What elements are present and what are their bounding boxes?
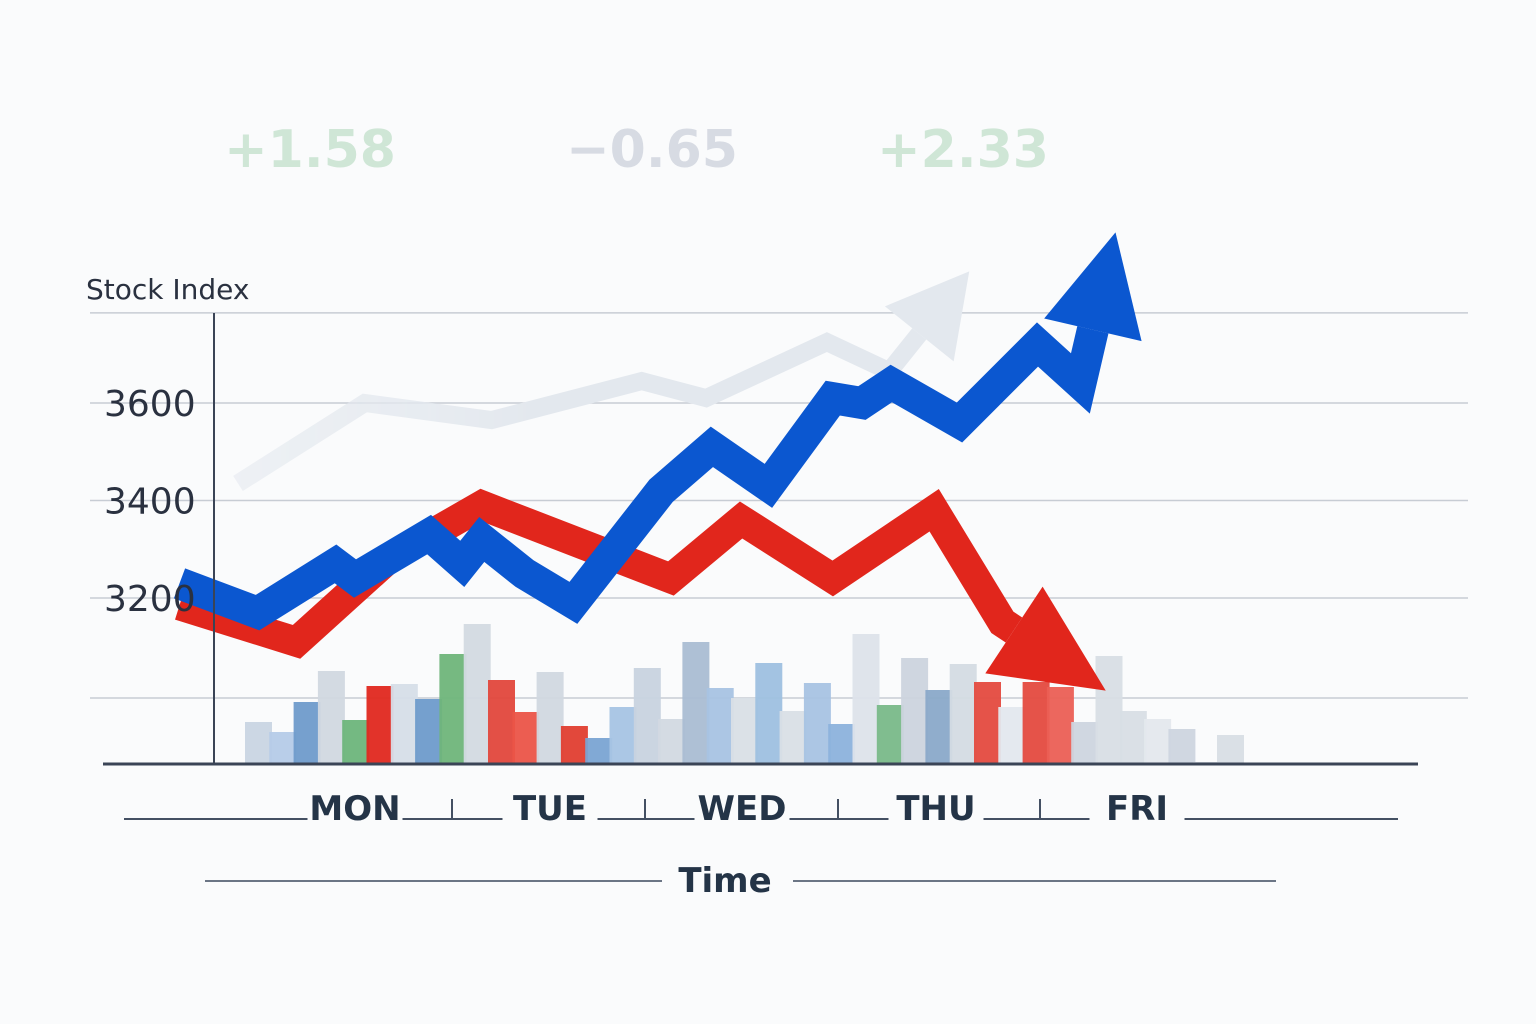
change-annotation: −0.65 — [566, 120, 738, 180]
volume-bar — [998, 707, 1026, 764]
y-tick-labels: 3200 3400 3600 — [104, 384, 196, 620]
volume-bar — [1022, 682, 1050, 764]
x-tick-separators — [451, 799, 1041, 819]
volume-bar — [560, 726, 588, 764]
volume-bar — [876, 705, 904, 764]
x-axis-title-band: Time — [205, 856, 1276, 902]
x-axis-band: MON TUE WED THU FRI — [124, 789, 1398, 834]
volume-bar — [366, 686, 394, 764]
volume-bar — [901, 658, 929, 764]
x-tick-label: TUE — [513, 789, 587, 829]
volume-bar — [536, 672, 564, 764]
volume-bar — [755, 663, 783, 764]
x-tick-backdrop — [694, 790, 790, 834]
volume-bar — [803, 683, 831, 764]
volume-bar — [706, 688, 734, 764]
x-tick-label: FRI — [1106, 789, 1168, 829]
x-tick-backdrop — [307, 790, 403, 834]
volume-bar — [1046, 687, 1074, 764]
volume-bar — [974, 682, 1001, 764]
x-tick-labels: MON TUE WED THU FRI — [307, 789, 1185, 834]
annotations: +1.58 −0.65 +2.33 — [224, 120, 1049, 180]
x-tick-backdrop — [1089, 790, 1185, 834]
volume-bar — [609, 707, 637, 764]
x-tick-label: MON — [309, 789, 400, 829]
y-axis-label: Stock Index — [86, 273, 249, 306]
volume-bar — [390, 684, 418, 764]
volume-bar — [342, 720, 370, 764]
volume-bar — [1095, 656, 1123, 764]
volume-bar — [852, 634, 880, 764]
volume-bar — [633, 668, 661, 764]
x-tick-backdrop — [502, 790, 598, 834]
x-title-backdrop — [664, 856, 790, 902]
axes — [103, 313, 1418, 766]
volume-bar — [779, 711, 807, 764]
volume-bar — [658, 719, 686, 764]
volume-bar — [1144, 719, 1172, 764]
volume-bar — [731, 698, 758, 764]
y-tick-label: 3200 — [104, 579, 196, 620]
y-tick-label: 3400 — [104, 482, 196, 523]
blue-series-arrowhead — [1044, 232, 1142, 342]
volume-bar — [463, 624, 491, 764]
x-tick-label: WED — [698, 789, 787, 829]
red-series-line — [175, 488, 1023, 659]
x-tick-backdrop — [888, 790, 984, 834]
volume-bar — [245, 722, 272, 764]
volume-bar — [585, 738, 613, 764]
volume-bar — [269, 732, 297, 764]
change-annotation: +1.58 — [224, 120, 396, 180]
red-series-arrowhead — [985, 586, 1106, 691]
ghost-series-arrowhead — [884, 271, 970, 362]
volume-bar — [925, 690, 953, 764]
volume-bar — [949, 664, 977, 764]
volume-bar — [439, 654, 467, 764]
ghost-series-line — [233, 328, 927, 492]
x-axis-label: Time — [678, 861, 771, 901]
volume-bar — [1119, 711, 1147, 764]
volume-bar — [415, 699, 443, 764]
volume-bar — [828, 724, 856, 764]
volume-bar — [1168, 729, 1196, 764]
x-tick-label: THU — [896, 789, 975, 829]
volume-bar — [682, 642, 710, 764]
change-annotation: +2.33 — [877, 120, 1049, 180]
series-lines — [173, 232, 1142, 691]
ghost-series — [233, 271, 970, 492]
volume-bar — [293, 702, 321, 764]
blue-series-line — [173, 322, 1109, 631]
volume-bar — [512, 712, 540, 764]
volume-bar — [317, 671, 345, 764]
volume-bar — [488, 680, 515, 764]
volume-bar — [1071, 722, 1099, 764]
volume-bars — [245, 624, 1244, 764]
volume-bar — [1217, 735, 1244, 764]
y-tick-label: 3600 — [104, 384, 196, 425]
